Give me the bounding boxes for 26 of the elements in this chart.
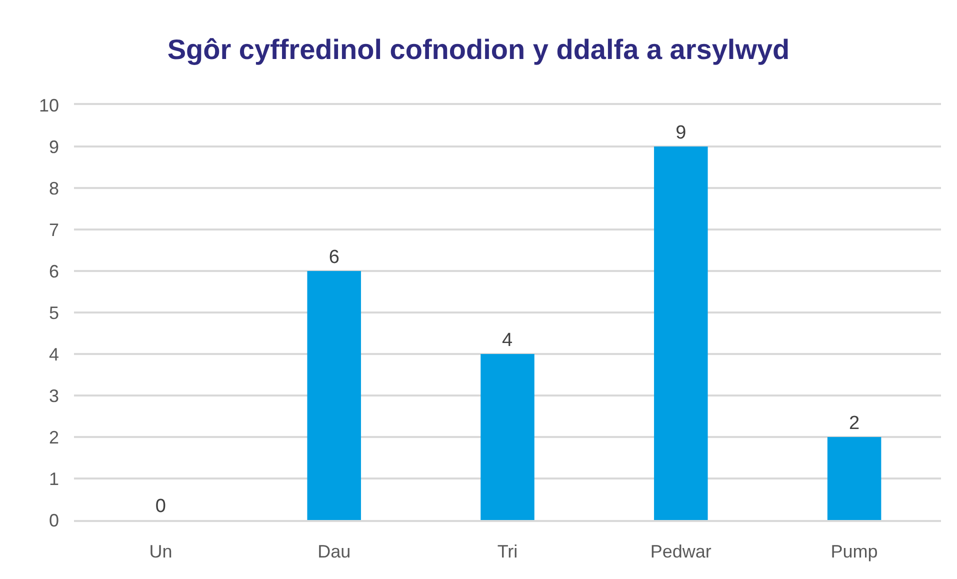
bar bbox=[654, 146, 708, 520]
data-label: 2 bbox=[849, 413, 860, 434]
bar bbox=[827, 437, 882, 520]
x-tick-label: Dau bbox=[318, 541, 351, 562]
x-tick-label: Tri bbox=[497, 541, 518, 562]
y-tick-label: 5 bbox=[48, 302, 59, 323]
y-tick-label: 3 bbox=[48, 386, 59, 406]
bar bbox=[480, 354, 534, 520]
y-tick-label: 4 bbox=[48, 344, 59, 364]
data-label: 9 bbox=[676, 122, 686, 144]
y-tick-label: 7 bbox=[48, 220, 59, 240]
y-tick-label: 10 bbox=[38, 95, 59, 116]
y-tick-label: 2 bbox=[48, 427, 59, 448]
x-tick-label: Pedwar bbox=[650, 541, 712, 562]
y-tick-label: 0 bbox=[48, 510, 59, 530]
x-tick-label: Pump bbox=[830, 541, 878, 562]
y-tick-label: 1 bbox=[48, 468, 59, 489]
x-tick-label: Un bbox=[149, 541, 172, 562]
data-label: 4 bbox=[502, 330, 513, 351]
data-label: 0 bbox=[155, 496, 166, 517]
y-tick-label: 9 bbox=[48, 136, 59, 157]
y-tick-label: 6 bbox=[48, 261, 59, 282]
data-label: 6 bbox=[328, 247, 340, 268]
chart-title: Sgôr cyffredinol cofnodion y ddalfa a arsylwyd bbox=[167, 34, 790, 66]
y-tick-label: 8 bbox=[48, 178, 59, 198]
bar bbox=[307, 271, 361, 520]
